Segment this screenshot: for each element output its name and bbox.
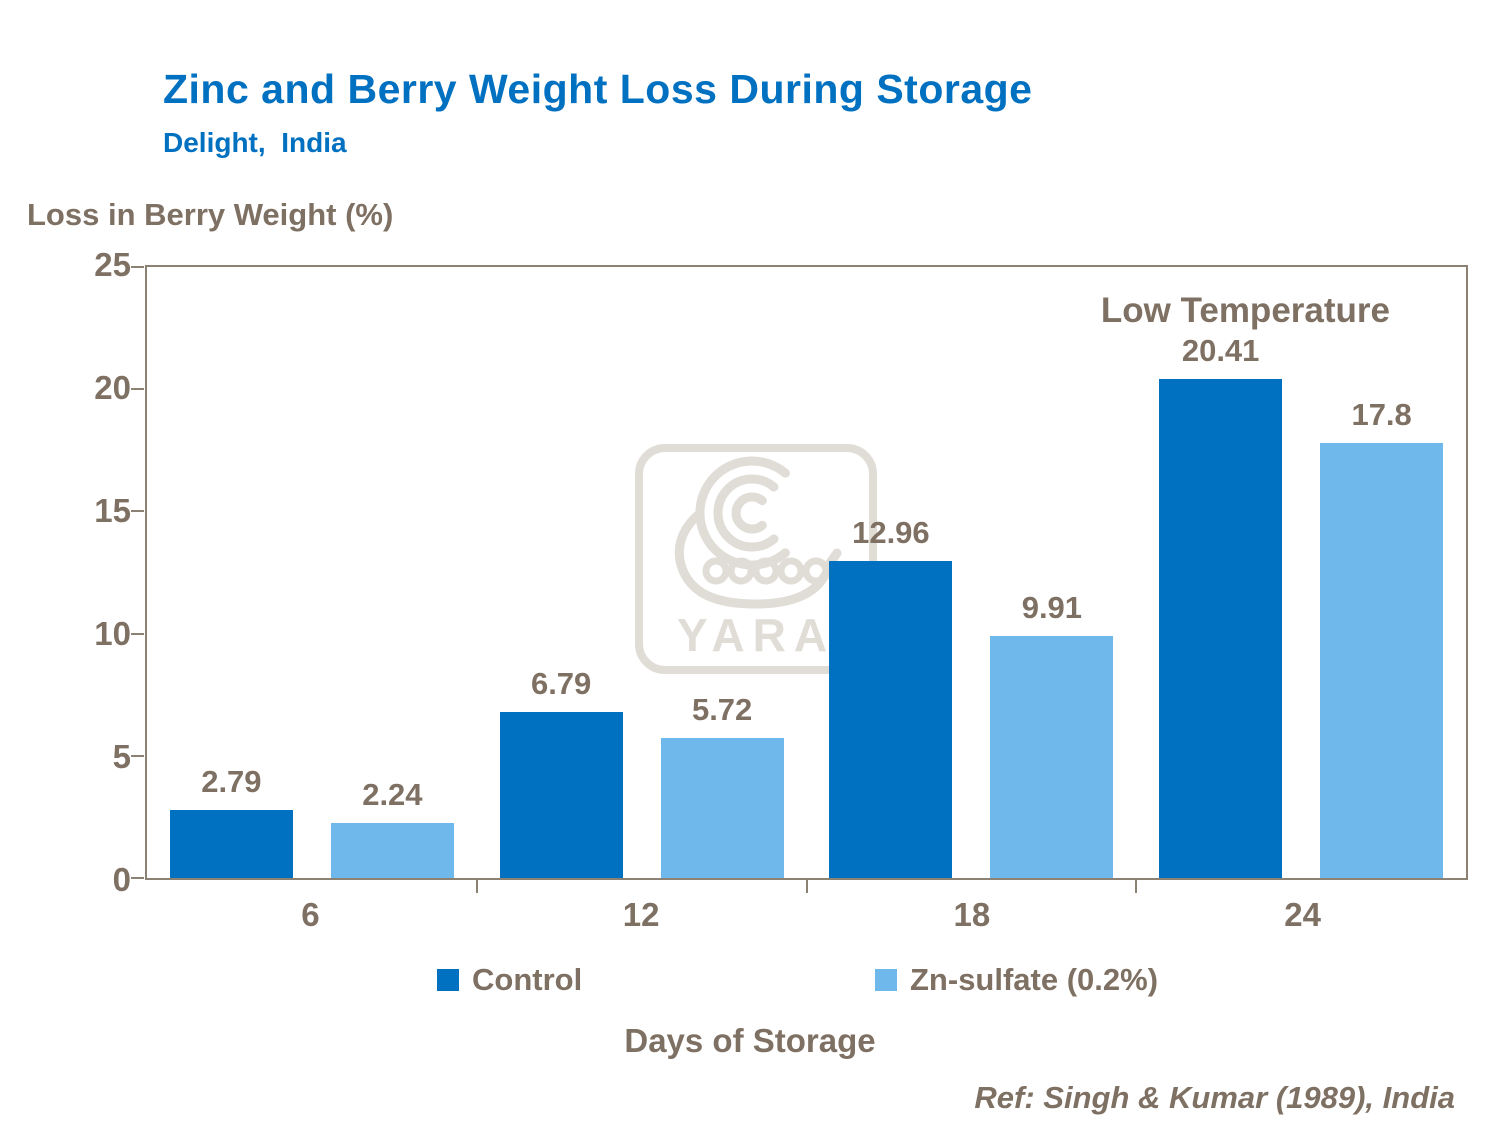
- legend-item-zn-sulfate: Zn-sulfate (0.2%): [875, 962, 1158, 998]
- x-tick-mark: [805, 880, 808, 893]
- y-tick-label: 0: [112, 861, 131, 898]
- legend-swatch-zn-sulfate: [875, 969, 897, 991]
- y-tick-label: 20: [94, 369, 131, 406]
- bar-group-18: 12.96 9.91: [807, 267, 1137, 878]
- bar-value-label: 6.79: [530, 666, 592, 702]
- y-axis-tick-labels: 0 5 10 15 20 25: [0, 246, 131, 898]
- legend-label-zn-sulfate: Zn-sulfate (0.2%): [910, 962, 1159, 997]
- y-tick-mark: [131, 877, 144, 879]
- x-axis-title: Days of Storage: [624, 1022, 876, 1059]
- bar-group-6: 2.79 2.24: [147, 267, 477, 878]
- bar-control-24: 20.41: [1159, 333, 1283, 878]
- x-tick-mark: [1135, 880, 1138, 893]
- bar-value-label: 5.72: [691, 692, 753, 728]
- bar-zn-sulfate-0-2-18: 9.91: [990, 590, 1114, 878]
- bar-value-label: 20.41: [1181, 333, 1260, 369]
- y-tick-label: 25: [94, 246, 131, 283]
- bar-control-6: 2.79: [169, 764, 293, 878]
- x-tick-label: 12: [622, 896, 660, 933]
- bars-container: 2.79 2.24 6.79 5.72 12.96 9.91 20.41 17.8: [147, 267, 1466, 878]
- bar-value-label: 2.79: [201, 763, 262, 799]
- x-tick-mark: [475, 880, 478, 893]
- y-tick-label: 10: [94, 615, 131, 652]
- chart-subtitle: Delight, India: [163, 127, 347, 158]
- x-axis-tick-labels: 6 12 18 24: [145, 896, 1468, 934]
- y-tick-label: 5: [112, 738, 131, 775]
- y-tick-label: 15: [94, 492, 131, 529]
- y-tick-mark: [131, 510, 144, 513]
- bar-value-label: 12.96: [852, 515, 930, 551]
- legend-swatch-control: [437, 969, 459, 991]
- reference-text: Ref: Singh & Kumar (1989), India: [974, 1080, 1455, 1115]
- bar-zn-sulfate-0-2-24: 17.8: [1320, 397, 1444, 878]
- bar-zn-sulfate-0-2-6: 2.24: [330, 777, 454, 878]
- bar-control-12: 6.79: [499, 666, 623, 878]
- x-tick-label: 6: [301, 896, 320, 933]
- legend-item-control: Control: [437, 962, 582, 998]
- bar-group-12: 6.79 5.72: [477, 267, 807, 878]
- y-tick-mark: [131, 754, 144, 757]
- x-tick-label: 18: [953, 896, 991, 933]
- bar-value-label: 9.91: [1021, 589, 1083, 625]
- bar-zn-sulfate-0-2-12: 5.72: [660, 692, 784, 878]
- bar-value-label: 2.24: [362, 777, 423, 813]
- y-axis-title: Loss in Berry Weight (%): [27, 197, 394, 232]
- bar-group-24: 20.41 17.8: [1136, 267, 1466, 878]
- x-tick-label: 24: [1284, 896, 1321, 933]
- y-tick-mark: [131, 266, 144, 268]
- plot-area: YARA Low Temperature 2.79 2.24 6.79 5.72 12.…: [131, 265, 1468, 893]
- legend-label-control: Control: [472, 962, 583, 997]
- y-tick-mark: [131, 632, 144, 635]
- y-tick-mark: [131, 388, 144, 391]
- bar-control-18: 12.96: [829, 515, 953, 878]
- annotation-low-temperature: Low Temperature: [1100, 291, 1390, 330]
- bar-value-label: 17.8: [1351, 396, 1412, 432]
- chart-title: Zinc and Berry Weight Loss During Storag…: [163, 66, 1033, 112]
